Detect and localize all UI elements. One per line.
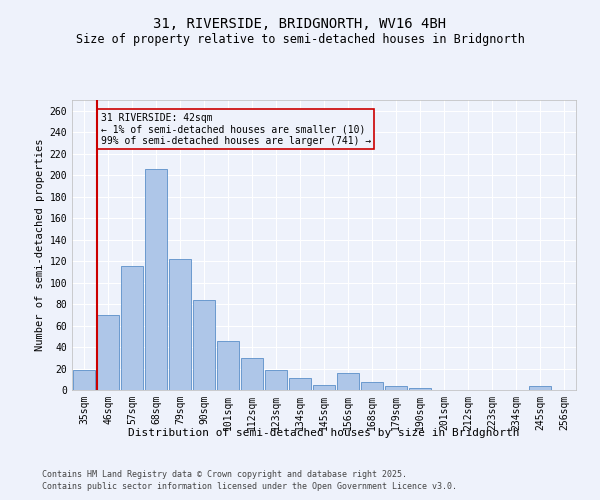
Text: Contains HM Land Registry data © Crown copyright and database right 2025.: Contains HM Land Registry data © Crown c…	[42, 470, 407, 479]
Bar	[313, 384, 335, 390]
Bar	[145, 168, 167, 390]
Bar	[193, 300, 215, 390]
Bar	[337, 373, 359, 390]
Bar	[169, 259, 191, 390]
Text: Contains public sector information licensed under the Open Government Licence v3: Contains public sector information licen…	[42, 482, 457, 491]
Text: Distribution of semi-detached houses by size in Bridgnorth: Distribution of semi-detached houses by …	[128, 428, 520, 438]
Text: 31 RIVERSIDE: 42sqm
← 1% of semi-detached houses are smaller (10)
99% of semi-de: 31 RIVERSIDE: 42sqm ← 1% of semi-detache…	[101, 113, 371, 146]
Bar	[361, 382, 383, 390]
Bar	[241, 358, 263, 390]
Bar	[385, 386, 407, 390]
Bar	[529, 386, 551, 390]
Bar	[121, 266, 143, 390]
Bar	[97, 315, 119, 390]
Bar	[409, 388, 431, 390]
Bar	[289, 378, 311, 390]
Text: Size of property relative to semi-detached houses in Bridgnorth: Size of property relative to semi-detach…	[76, 32, 524, 46]
Y-axis label: Number of semi-detached properties: Number of semi-detached properties	[35, 138, 46, 352]
Bar	[217, 340, 239, 390]
Bar	[73, 370, 95, 390]
Text: 31, RIVERSIDE, BRIDGNORTH, WV16 4BH: 31, RIVERSIDE, BRIDGNORTH, WV16 4BH	[154, 18, 446, 32]
Bar	[265, 370, 287, 390]
